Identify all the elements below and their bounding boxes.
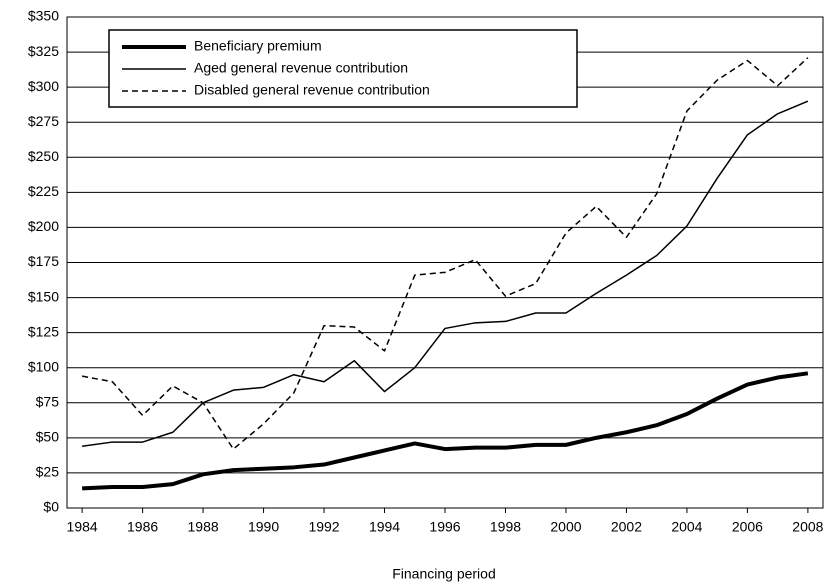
y-tick-label: $225 <box>28 183 59 199</box>
x-tick-label: 1994 <box>369 519 400 535</box>
x-tick-label: 1998 <box>490 519 521 535</box>
x-tick-label: 2008 <box>792 519 823 535</box>
y-tick-label: $100 <box>28 358 59 374</box>
x-axis-title: Financing period <box>392 566 496 582</box>
series-line <box>82 100 809 448</box>
y-tick-label: $250 <box>28 148 59 164</box>
x-tick-label: 2006 <box>732 519 763 535</box>
y-tick-label: $0 <box>43 499 59 515</box>
y-tick-label: $325 <box>28 43 59 59</box>
x-tick-label: 1984 <box>67 519 98 535</box>
legend-label: Beneficiary premium <box>194 38 322 54</box>
x-tick-label: 1990 <box>248 519 279 535</box>
x-tick-label: 1992 <box>308 519 339 535</box>
plot-frame <box>66 16 824 509</box>
y-tick-label: $75 <box>36 393 60 409</box>
legend-label: Aged general revenue contribution <box>194 60 408 76</box>
x-tick-label: 1988 <box>188 519 219 535</box>
x-tick-label: 2004 <box>671 519 702 535</box>
legend-box <box>108 29 578 108</box>
y-tick-label: $175 <box>28 253 59 269</box>
y-tick-label: $50 <box>36 429 60 445</box>
y-tick-label: $275 <box>28 113 59 129</box>
series-line <box>82 371 809 491</box>
y-tick-label: $200 <box>28 218 59 234</box>
series-line <box>81 57 809 450</box>
x-tick-label: 2000 <box>550 519 581 535</box>
y-tick-label: $125 <box>28 323 59 339</box>
y-tick-label: $25 <box>36 464 60 480</box>
y-tick-label: $350 <box>28 8 59 24</box>
legend-label: Disabled general revenue contribution <box>194 82 430 98</box>
x-tick-label: 1986 <box>127 519 158 535</box>
x-tick-label: 2002 <box>611 519 642 535</box>
y-tick-label: $300 <box>28 78 59 94</box>
y-tick-label: $150 <box>28 288 59 304</box>
x-tick-label: 1996 <box>429 519 460 535</box>
